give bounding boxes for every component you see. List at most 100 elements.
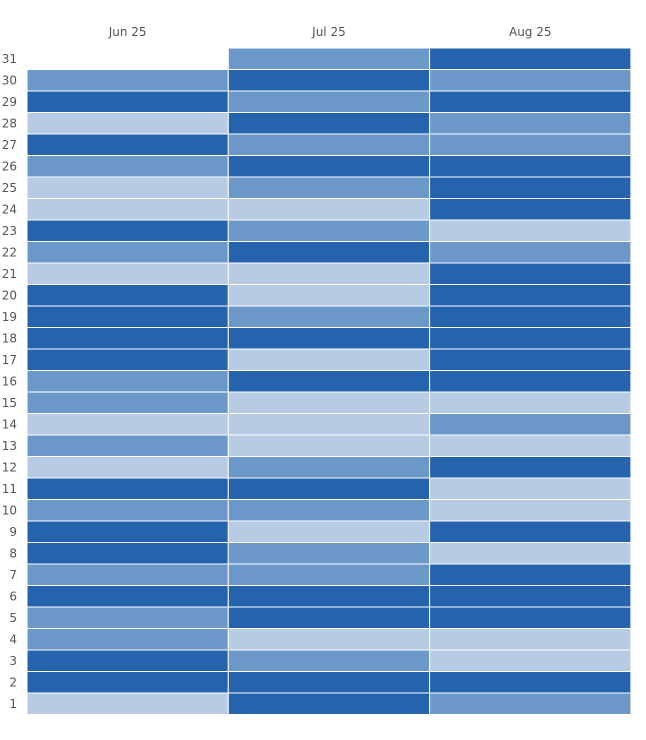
heatmap-cell [227, 305, 431, 328]
heatmap-cell [26, 69, 229, 92]
heatmap-cell [429, 327, 632, 350]
heatmap-cell [429, 90, 632, 113]
heatmap-cell [227, 241, 431, 264]
row-label: 15 [2, 396, 17, 410]
heatmap-cell [26, 649, 229, 672]
row-label: 24 [2, 202, 17, 216]
heatmap-cell [227, 477, 431, 500]
row-label: 31 [2, 52, 17, 66]
heatmap-cell [26, 671, 229, 694]
row-label: 6 [9, 589, 17, 603]
heatmap-cell [26, 585, 229, 608]
heatmap-cell [26, 262, 229, 285]
column-label: Jul 25 [311, 25, 346, 39]
heatmap-cell [26, 348, 229, 371]
heatmap-cell [26, 241, 229, 264]
heatmap-cell [429, 692, 632, 715]
heatmap-cell [26, 327, 229, 350]
heatmap-cell [227, 413, 431, 436]
heatmap-cell [227, 47, 431, 70]
heatmap-cell [429, 628, 632, 651]
heatmap-cell [227, 434, 431, 457]
heatmap-cell [227, 391, 431, 414]
heatmap-cell [227, 284, 431, 307]
column-label: Jun 25 [108, 25, 147, 39]
row-label: 1 [9, 697, 17, 711]
row-label: 21 [2, 267, 17, 281]
heatmap-cell [26, 219, 229, 242]
heatmap-cell [429, 133, 632, 156]
heatmap-cell [429, 520, 632, 543]
heatmap-cell [429, 155, 632, 178]
row-label: 2 [9, 675, 17, 689]
row-label: 23 [2, 224, 17, 238]
heatmap-cell [429, 47, 632, 70]
heatmap-cell [26, 155, 229, 178]
heatmap-cell [429, 370, 632, 393]
heatmap-cell [429, 176, 632, 199]
row-label: 25 [2, 181, 17, 195]
heatmap-cell [429, 198, 632, 221]
heatmap-cell [26, 606, 229, 629]
heatmap-cell [26, 90, 229, 113]
row-label: 13 [2, 439, 17, 453]
row-label: 12 [2, 460, 17, 474]
heatmap-cell [429, 456, 632, 479]
heatmap-cell [227, 671, 431, 694]
heatmap-cell [26, 176, 229, 199]
heatmap-cells [26, 47, 632, 715]
heatmap-cell [227, 606, 431, 629]
heatmap-cell [429, 542, 632, 565]
heatmap-cell [227, 327, 431, 350]
row-label: 22 [2, 245, 17, 259]
heatmap-cell [227, 649, 431, 672]
row-label: 28 [2, 116, 17, 130]
row-label: 29 [2, 95, 17, 109]
heatmap-cell [227, 456, 431, 479]
row-label: 16 [2, 374, 17, 388]
heatmap-cell [227, 69, 431, 92]
heatmap-cell [26, 370, 229, 393]
heatmap-cell [429, 241, 632, 264]
heatmap-cell [429, 563, 632, 586]
column-label: Aug 25 [509, 25, 552, 39]
row-label: 14 [2, 417, 17, 431]
heatmap-cell [227, 219, 431, 242]
heatmap-cell [429, 262, 632, 285]
heatmap-cell [26, 198, 229, 221]
heatmap-cell [429, 391, 632, 414]
row-label: 4 [9, 632, 17, 646]
row-label: 3 [9, 654, 17, 668]
heatmap-cell [26, 413, 229, 436]
heatmap-cell [227, 90, 431, 113]
heatmap-cell [26, 133, 229, 156]
heatmap-cell [26, 563, 229, 586]
row-label: 19 [2, 310, 17, 324]
heatmap-cell [429, 112, 632, 135]
heatmap-cell [429, 69, 632, 92]
heatmap-cell [26, 477, 229, 500]
heatmap-cell [227, 262, 431, 285]
heatmap-cell [26, 499, 229, 522]
row-label: 11 [2, 482, 17, 496]
heatmap-cell [227, 133, 431, 156]
heatmap-cell [429, 413, 632, 436]
heatmap-cell [26, 628, 229, 651]
heatmap-cell [26, 692, 229, 715]
heatmap-cell [429, 499, 632, 522]
row-label: 17 [2, 353, 17, 367]
heatmap-cell [227, 176, 431, 199]
heatmap-cell [227, 499, 431, 522]
heatmap-cell [227, 112, 431, 135]
heatmap-cell [429, 219, 632, 242]
heatmap-cell [227, 563, 431, 586]
heatmap-cell [429, 284, 632, 307]
heatmap-cell [227, 542, 431, 565]
row-label: 8 [9, 546, 17, 560]
row-label: 20 [2, 288, 17, 302]
row-label: 27 [2, 138, 17, 152]
column-labels: Jun 25 Jul 25 Aug 25 [108, 25, 552, 39]
heatmap-cell [26, 456, 229, 479]
heatmap-cell [227, 198, 431, 221]
